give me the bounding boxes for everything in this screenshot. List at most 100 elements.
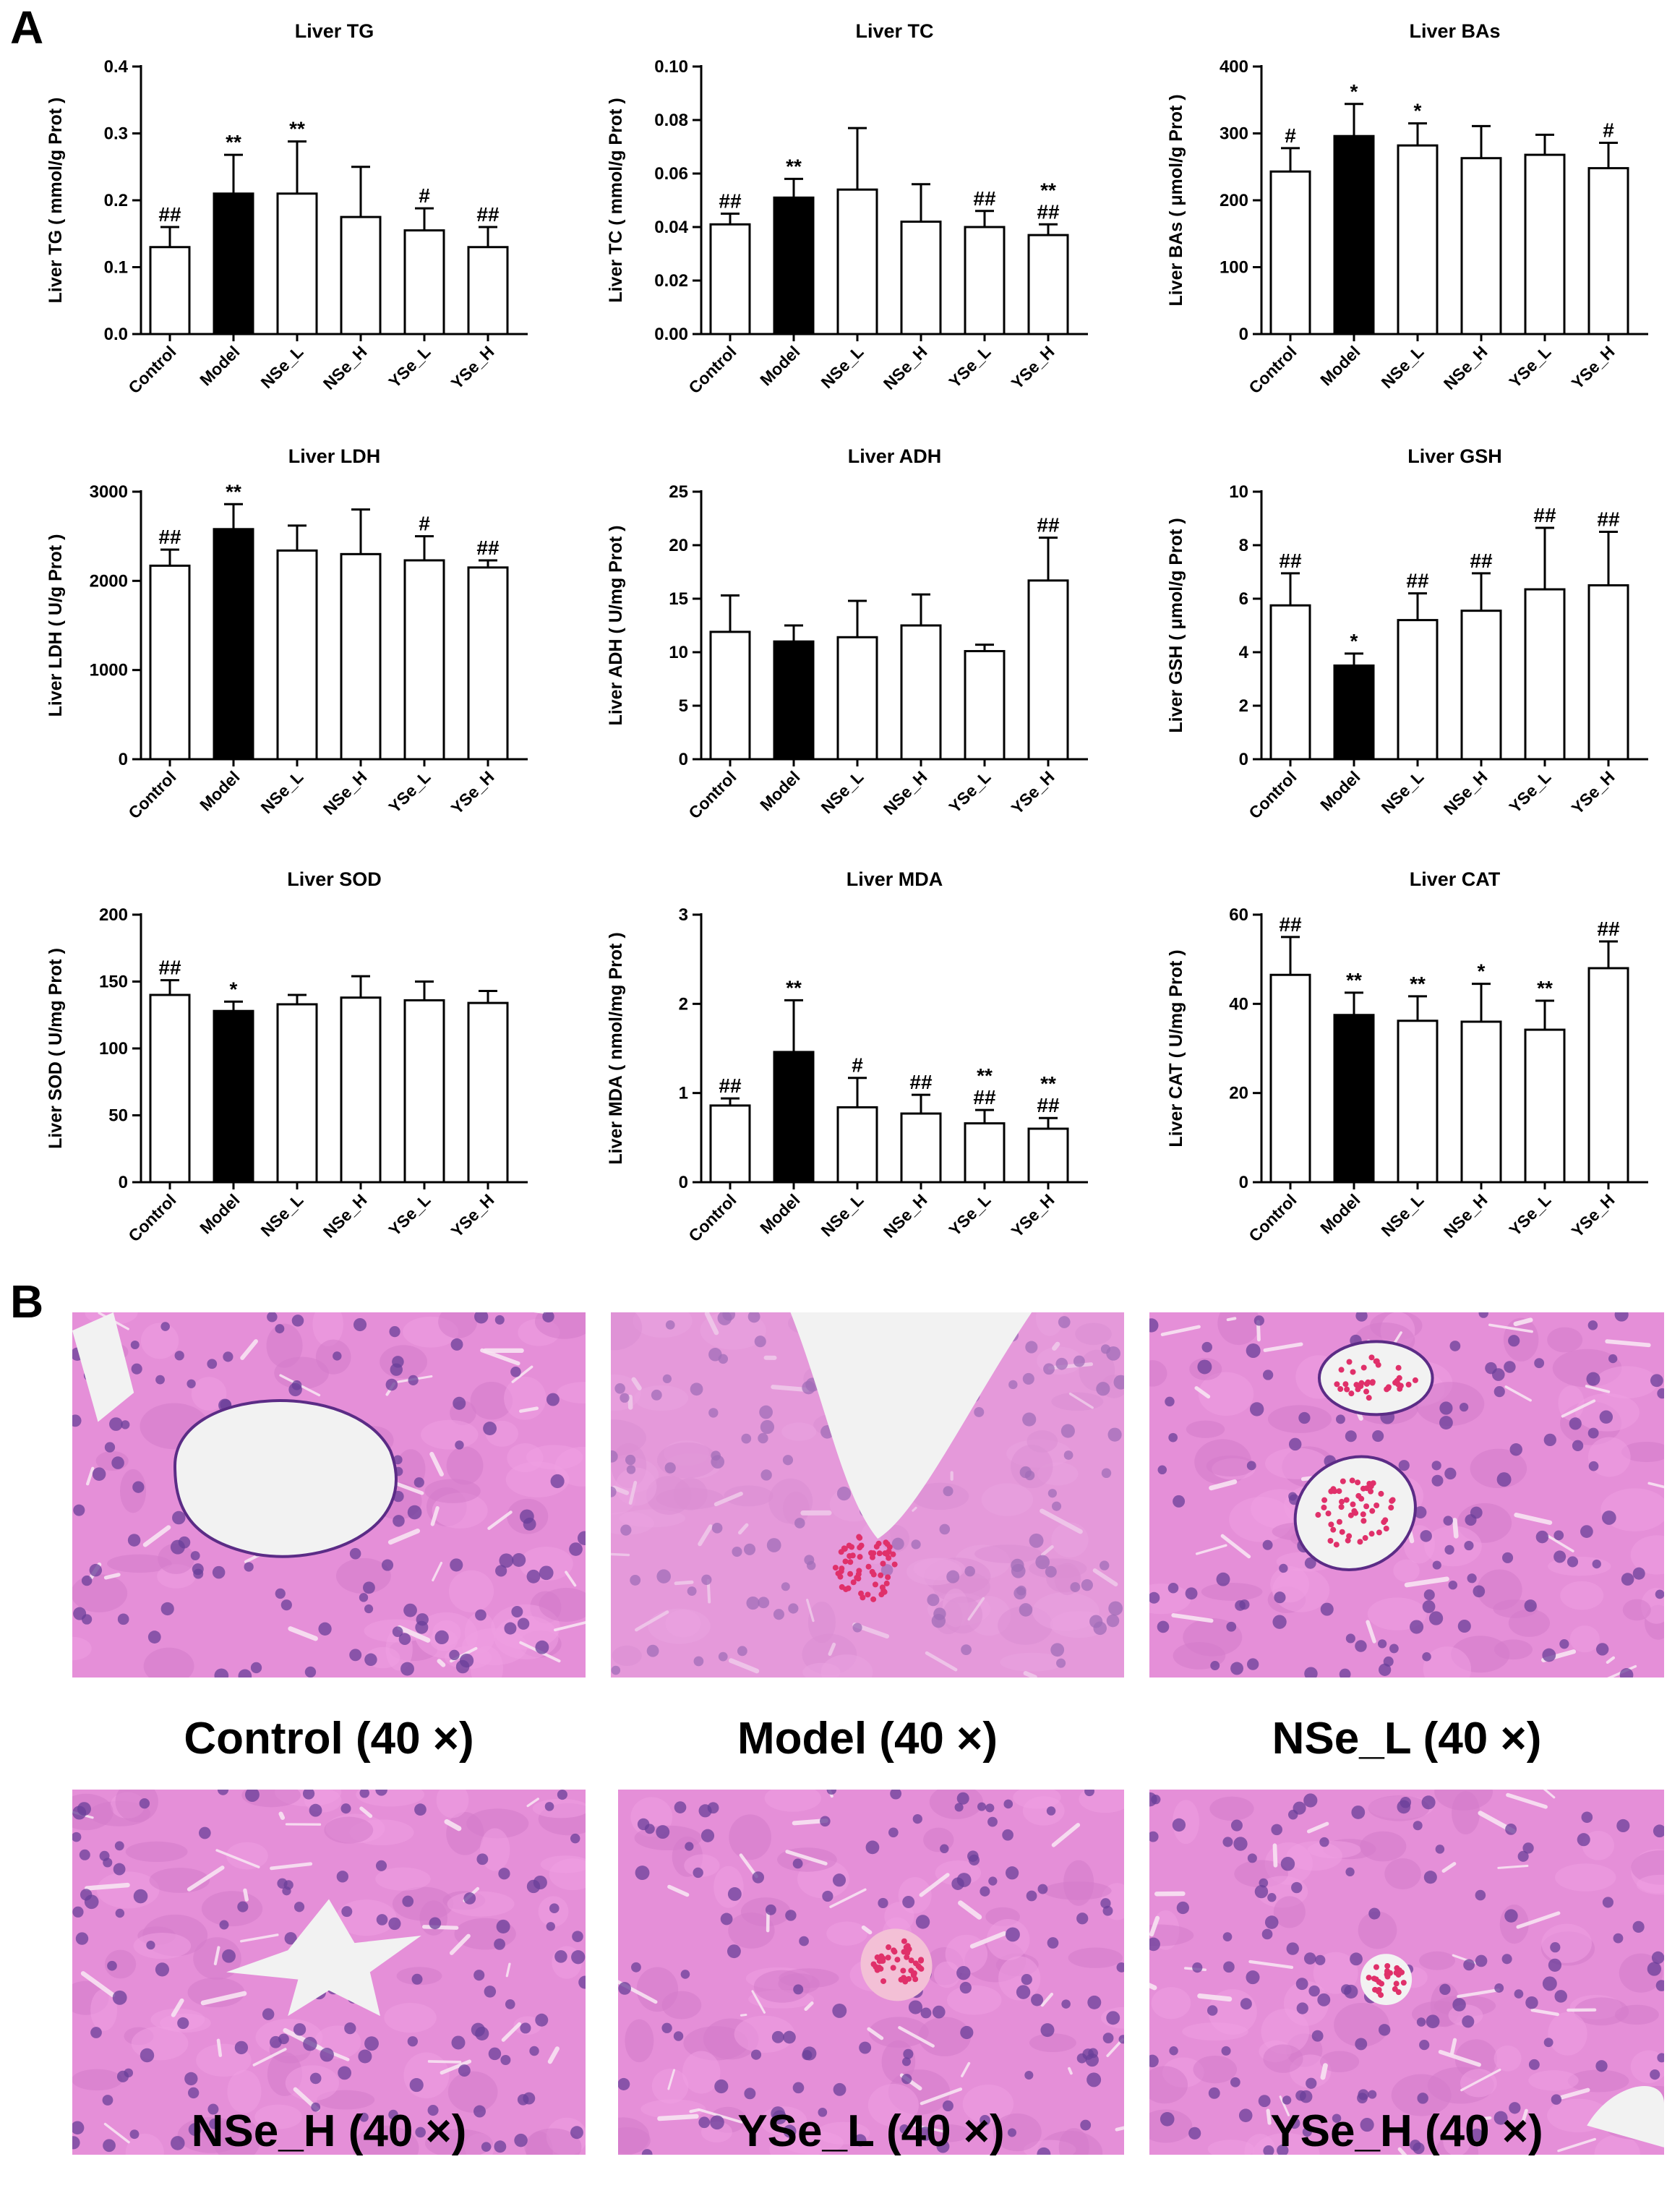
red-blood-cell <box>1315 1512 1321 1518</box>
red-blood-cell <box>886 1944 892 1951</box>
sinusoid <box>80 1971 116 1998</box>
red-blood-cell <box>857 1544 863 1551</box>
nucleus <box>458 2064 471 2077</box>
nucleus <box>903 2048 914 2059</box>
nucleus <box>980 2115 990 2126</box>
nucleus <box>500 2054 511 2066</box>
nucleus <box>618 2077 630 2090</box>
cytoplasm <box>962 2084 1014 2124</box>
nucleus <box>207 1359 218 1369</box>
significance-label: ## <box>1279 913 1302 936</box>
cytoplasm <box>665 1609 701 1638</box>
nucleus <box>943 1486 953 1497</box>
sinusoid <box>698 2108 743 2124</box>
nucleus <box>818 2107 828 2117</box>
x-tick-label: Model <box>196 342 243 389</box>
bar <box>1460 1020 1502 1184</box>
red-blood-cell <box>1363 1485 1370 1492</box>
nucleus <box>1233 1837 1248 1851</box>
nucleus <box>311 2102 321 2112</box>
red-blood-cell <box>1378 1490 1384 1497</box>
nucleus <box>578 1975 586 1989</box>
x-tick-label: Model <box>196 767 243 814</box>
bar <box>836 1106 878 1184</box>
nucleus <box>954 1803 964 1812</box>
nucleus <box>802 2046 817 2061</box>
nucleus <box>727 1944 741 1959</box>
cytoplasm <box>942 1596 983 1634</box>
nucleus <box>1398 1460 1410 1471</box>
nucleus <box>1047 1937 1059 1949</box>
cytoplasm <box>1508 1609 1551 1637</box>
cytoplasm <box>1273 1896 1306 1928</box>
nucleus <box>1258 2095 1271 2108</box>
red-blood-cell <box>886 1544 893 1550</box>
nucleus <box>1457 1619 1471 1633</box>
micrograph-0 <box>72 1312 586 1678</box>
nucleus <box>114 1841 124 1851</box>
y-tick-label: 10 <box>1229 482 1248 502</box>
red-blood-cell <box>1350 1369 1356 1375</box>
nucleus <box>614 1383 625 1394</box>
cytoplasm <box>143 1647 194 1678</box>
nucleus <box>280 1599 292 1611</box>
nucleus <box>117 1613 129 1625</box>
cytoplasm <box>1035 1312 1064 1336</box>
sinusoid <box>867 2027 884 2040</box>
sinusoid <box>429 1451 444 1476</box>
red-blood-cell <box>845 1585 852 1591</box>
nucleus <box>711 1455 725 1469</box>
nucleus <box>427 2105 439 2116</box>
nucleus <box>826 1790 837 1795</box>
chart-2: Liver BAs Liver BAs ( μmol/g Prot ) 0 100 20… <box>1166 20 1648 397</box>
nucleus <box>1439 1416 1453 1429</box>
he-stain-image <box>72 1312 586 1678</box>
nucleus <box>1616 1819 1630 1833</box>
nucleus <box>184 2072 198 2086</box>
nucleus <box>245 1790 260 1802</box>
x-tick-label: NSe_L <box>257 1190 307 1240</box>
sinusoid <box>728 1658 760 1674</box>
nucleus <box>1502 1552 1514 1563</box>
bar <box>213 528 254 761</box>
cytoplasm <box>1011 1445 1053 1489</box>
sinusoid <box>240 1933 279 1943</box>
x-tick-label: YSe_H <box>1008 1190 1058 1241</box>
sinusoid <box>240 1339 258 1360</box>
chart-7: Liver MDA Liver MDA ( nmol/mg Prot ) 0 1 2 3 C… <box>606 868 1088 1245</box>
y-tick-label: 3 <box>679 905 688 925</box>
x-tick-label: YSe_H <box>1568 1190 1619 1241</box>
cytoplasm <box>781 1422 817 1441</box>
bar <box>276 1003 318 1184</box>
nucleus <box>388 2109 398 2120</box>
nucleus <box>174 1351 184 1361</box>
nucleus <box>1246 1461 1256 1471</box>
red-blood-cell <box>1369 1508 1376 1514</box>
nucleus <box>1016 1985 1031 1999</box>
sinusoid <box>487 1510 513 1530</box>
nucleus <box>1306 2077 1317 2089</box>
nucleus <box>505 1999 515 2009</box>
significance-label: ** <box>226 480 241 503</box>
nucleus <box>1291 1881 1303 1894</box>
cytoplasm <box>1207 2140 1255 2155</box>
cytoplasm <box>324 1816 374 1844</box>
y-tick-label: 6 <box>1239 589 1248 609</box>
cytoplasm <box>802 1662 841 1678</box>
nucleus <box>1419 2040 1430 2051</box>
bar <box>467 566 509 761</box>
nucleus <box>338 2066 352 2080</box>
red-blood-cell <box>908 1957 914 1964</box>
nucleus <box>511 1605 523 1617</box>
cytoplasm <box>1528 2070 1579 2091</box>
cytoplasm <box>1198 1372 1254 1416</box>
nucleus <box>121 1420 130 1429</box>
nucleus <box>832 2003 847 2018</box>
bar <box>773 640 815 761</box>
nucleus <box>987 1816 998 1827</box>
nucleus <box>309 2072 322 2085</box>
nucleus <box>1167 1582 1179 1594</box>
cytoplasm <box>1307 1841 1361 1859</box>
sinusoid <box>1514 1513 1553 1525</box>
nucleus <box>1107 1427 1122 1442</box>
